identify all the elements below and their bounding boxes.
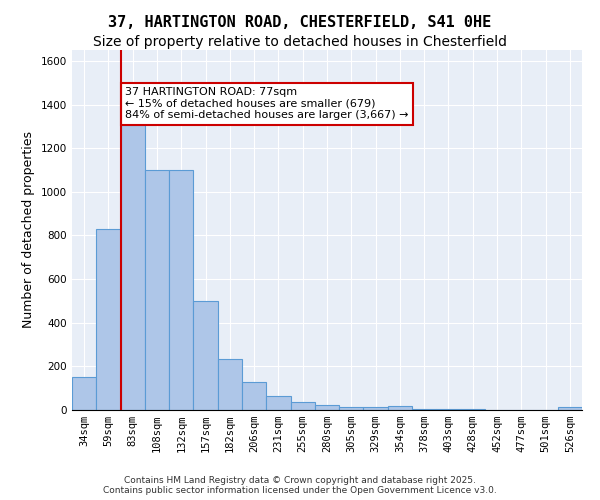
Bar (121, 126, 145, 410)
Text: Size of property relative to detached houses in Chesterfield: Size of property relative to detached ho… (93, 35, 507, 49)
Bar (96, 229, 121, 410)
Bar (315, 404, 339, 410)
Bar (218, 358, 242, 410)
Bar (266, 396, 290, 410)
Text: 37, HARTINGTON ROAD, CHESTERFIELD, S41 0HE: 37, HARTINGTON ROAD, CHESTERFIELD, S41 0… (109, 15, 491, 30)
Bar (412, 409, 436, 410)
Bar (364, 408, 388, 410)
Text: Contains HM Land Registry data © Crown copyright and database right 2025.
Contai: Contains HM Land Registry data © Crown c… (103, 476, 497, 495)
Bar (169, 170, 193, 410)
Bar (436, 409, 461, 410)
Text: 37 HARTINGTON ROAD: 77sqm
← 15% of detached houses are smaller (679)
84% of semi: 37 HARTINGTON ROAD: 77sqm ← 15% of detac… (125, 87, 409, 120)
Y-axis label: Number of detached properties: Number of detached properties (22, 132, 35, 328)
Bar (193, 301, 218, 410)
Bar (145, 170, 169, 410)
Bar (290, 402, 315, 410)
Bar (388, 406, 412, 410)
Bar (72, 378, 96, 410)
Bar (339, 406, 364, 410)
Bar (558, 408, 582, 410)
Bar (242, 382, 266, 410)
